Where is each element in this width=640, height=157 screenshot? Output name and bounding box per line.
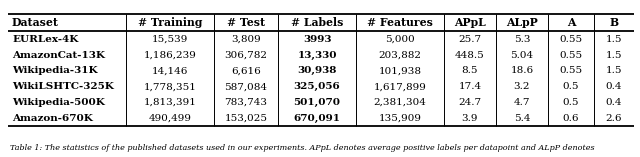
Text: EURLex-4K: EURLex-4K xyxy=(12,35,78,44)
Text: 1.5: 1.5 xyxy=(605,35,622,44)
Text: 448.5: 448.5 xyxy=(455,51,485,60)
Text: 25.7: 25.7 xyxy=(458,35,481,44)
Text: ALpP: ALpP xyxy=(506,16,538,27)
Text: 1,617,899: 1,617,899 xyxy=(374,82,426,91)
Text: WikiLSHTC-325K: WikiLSHTC-325K xyxy=(12,82,114,91)
Text: 306,782: 306,782 xyxy=(225,51,268,60)
Text: 17.4: 17.4 xyxy=(458,82,481,91)
Text: 501,070: 501,070 xyxy=(294,98,340,107)
Text: A: A xyxy=(567,16,575,27)
Text: 8.5: 8.5 xyxy=(461,66,478,75)
Text: 670,091: 670,091 xyxy=(294,114,340,123)
Text: 0.55: 0.55 xyxy=(559,35,582,44)
Text: # Test: # Test xyxy=(227,16,265,27)
Text: Wikipedia-31K: Wikipedia-31K xyxy=(12,66,98,75)
Text: 101,938: 101,938 xyxy=(378,66,422,75)
Text: 325,056: 325,056 xyxy=(294,82,340,91)
Text: 6,616: 6,616 xyxy=(231,66,261,75)
Text: # Training: # Training xyxy=(138,16,202,27)
Text: 1,778,351: 1,778,351 xyxy=(143,82,196,91)
Text: 3,809: 3,809 xyxy=(231,35,261,44)
Text: 587,084: 587,084 xyxy=(225,82,268,91)
Text: Amazon-670K: Amazon-670K xyxy=(12,114,93,123)
Text: APpL: APpL xyxy=(454,16,486,27)
Text: 24.7: 24.7 xyxy=(458,98,481,107)
Text: 3993: 3993 xyxy=(303,35,332,44)
Text: 15,539: 15,539 xyxy=(152,35,188,44)
Text: 153,025: 153,025 xyxy=(225,114,268,123)
Text: 18.6: 18.6 xyxy=(511,66,534,75)
Text: 0.4: 0.4 xyxy=(605,98,622,107)
Text: 1,186,239: 1,186,239 xyxy=(143,51,196,60)
Text: 1.5: 1.5 xyxy=(605,66,622,75)
Text: 783,743: 783,743 xyxy=(225,98,268,107)
Text: 5.3: 5.3 xyxy=(514,35,531,44)
Text: 1,813,391: 1,813,391 xyxy=(143,98,196,107)
Text: # Features: # Features xyxy=(367,16,433,27)
Text: 5.4: 5.4 xyxy=(514,114,531,123)
Text: 0.55: 0.55 xyxy=(559,51,582,60)
Text: 203,882: 203,882 xyxy=(378,51,422,60)
Text: 0.5: 0.5 xyxy=(563,82,579,91)
Text: Dataset: Dataset xyxy=(12,16,59,27)
Text: 2,381,304: 2,381,304 xyxy=(374,98,426,107)
Text: 135,909: 135,909 xyxy=(378,114,422,123)
Text: 5.04: 5.04 xyxy=(511,51,534,60)
Text: 2.6: 2.6 xyxy=(605,114,622,123)
Text: 1.5: 1.5 xyxy=(605,51,622,60)
Text: 0.6: 0.6 xyxy=(563,114,579,123)
Text: 4.7: 4.7 xyxy=(514,98,531,107)
Text: AmazonCat-13K: AmazonCat-13K xyxy=(12,51,105,60)
Text: 3.9: 3.9 xyxy=(461,114,478,123)
Text: 5,000: 5,000 xyxy=(385,35,415,44)
Text: 490,499: 490,499 xyxy=(148,114,191,123)
Text: 0.4: 0.4 xyxy=(605,82,622,91)
Text: Table 1: The statistics of the published datasets used in our experiments. APpL : Table 1: The statistics of the published… xyxy=(10,144,595,152)
Text: 14,146: 14,146 xyxy=(152,66,188,75)
Text: B: B xyxy=(609,16,619,27)
Text: 0.5: 0.5 xyxy=(563,98,579,107)
Text: Wikipedia-500K: Wikipedia-500K xyxy=(12,98,105,107)
Text: # Labels: # Labels xyxy=(291,16,343,27)
Text: 0.55: 0.55 xyxy=(559,66,582,75)
Text: 30,938: 30,938 xyxy=(298,66,337,75)
Text: 13,330: 13,330 xyxy=(297,51,337,60)
Text: 3.2: 3.2 xyxy=(514,82,531,91)
